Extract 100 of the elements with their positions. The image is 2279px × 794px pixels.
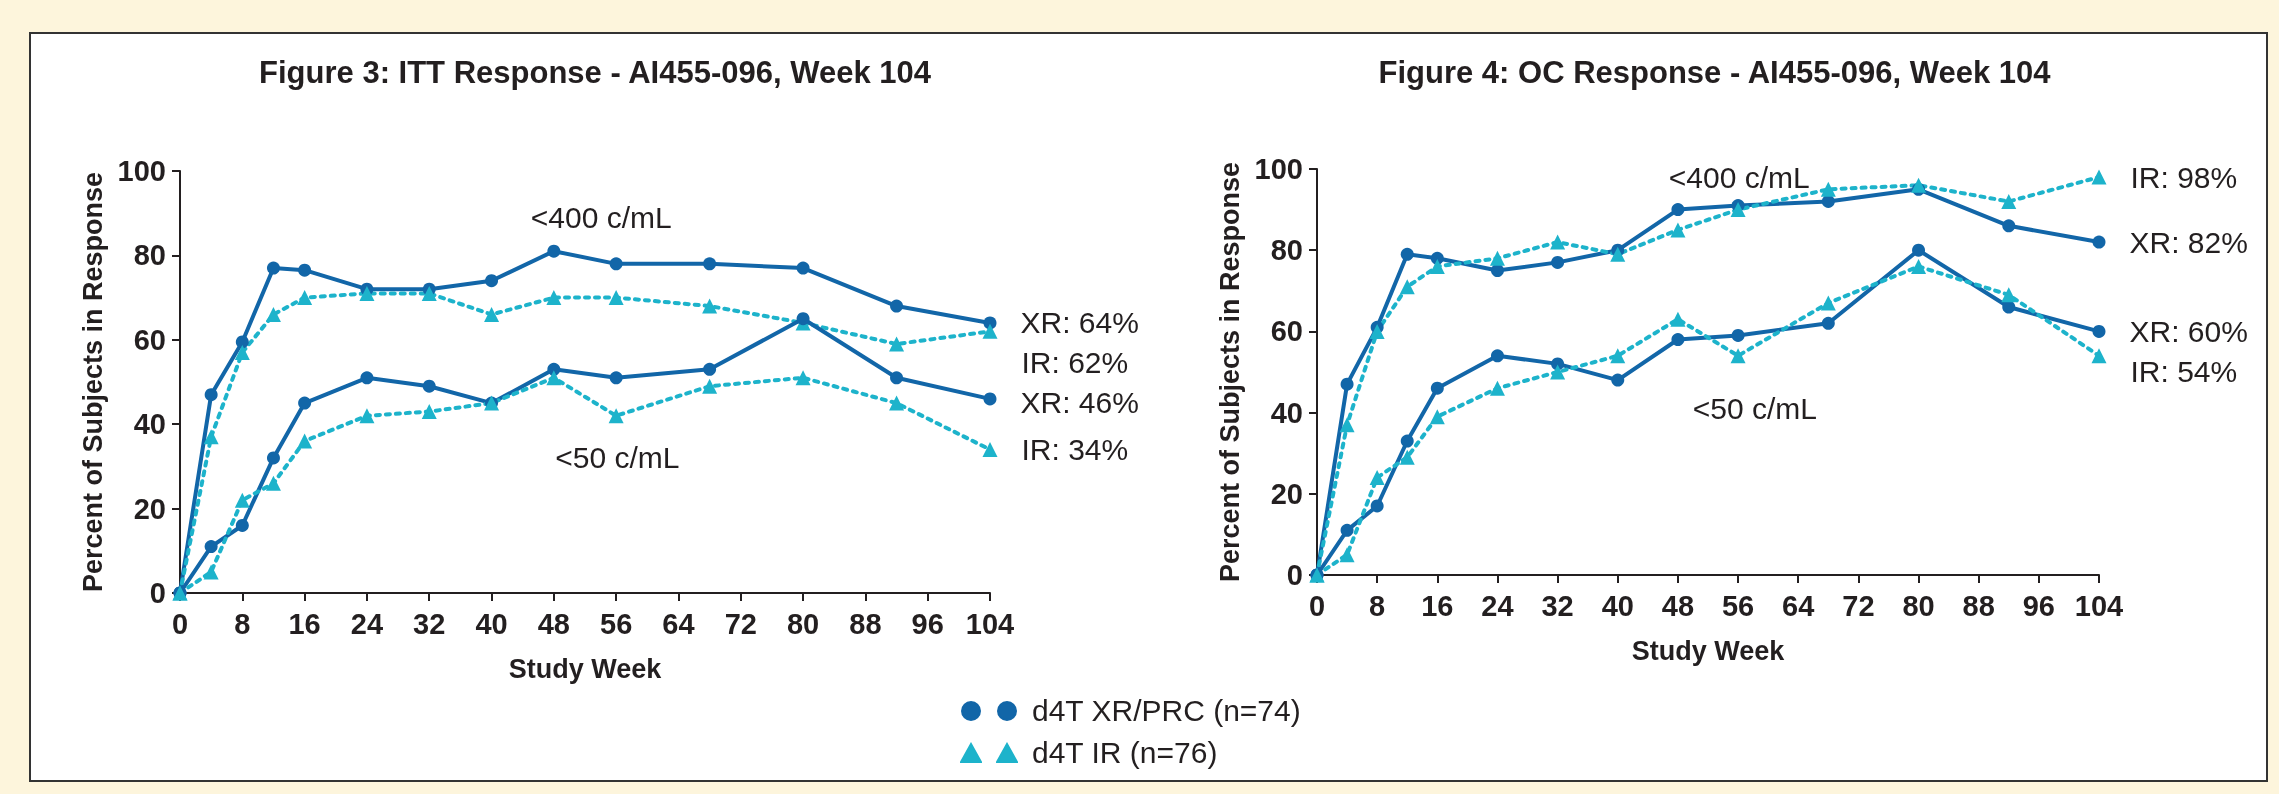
point: [1670, 222, 1686, 238]
data-label: IR: 98%: [2130, 160, 2238, 194]
point: [266, 261, 280, 275]
point: [1610, 348, 1626, 364]
point: [1550, 364, 1566, 380]
point: [204, 540, 218, 554]
x-tick-label: 8: [234, 607, 251, 640]
point: [1340, 377, 1354, 391]
point: [1399, 449, 1415, 465]
point: [485, 274, 499, 288]
y-tick-label: 20: [1270, 477, 1303, 510]
x-tick-label: 16: [288, 607, 321, 640]
point: [983, 392, 997, 406]
data-label: IR: 34%: [1021, 433, 1129, 467]
point: [609, 257, 623, 271]
point: [298, 263, 312, 277]
point: [1490, 349, 1504, 363]
y-tick-label: 40: [1270, 396, 1303, 429]
y-axis-title: Percent of Subjects in Response: [78, 171, 109, 593]
point: [360, 371, 374, 385]
annotation: <400 c/mL: [1668, 160, 1810, 194]
x-tick-label: 40: [1601, 589, 1634, 622]
point: [546, 370, 562, 386]
x-tick-label: 32: [1541, 589, 1574, 622]
x-tick-label: 64: [1782, 589, 1815, 622]
y-tick-label: 80: [133, 239, 166, 272]
point: [1912, 243, 1926, 257]
point: [1551, 255, 1565, 269]
point: [1611, 373, 1625, 387]
point: [609, 371, 623, 385]
data-label: XR: 60%: [2129, 314, 2248, 348]
x-tick-label: 80: [786, 607, 820, 640]
point: [359, 285, 375, 301]
point: [702, 298, 718, 314]
point: [1911, 258, 1927, 274]
point: [1550, 234, 1566, 250]
data-label: IR: 62%: [1021, 346, 1129, 380]
point: [1489, 250, 1505, 266]
x-tick-label: 104: [965, 607, 1015, 640]
point: [1730, 348, 1746, 364]
x-tick-label: 56: [1721, 589, 1755, 622]
point: [982, 323, 998, 339]
point: [889, 395, 905, 411]
point: [1400, 434, 1414, 448]
point: [703, 257, 717, 271]
point: [1671, 203, 1685, 217]
point: [1671, 333, 1685, 347]
point: [2002, 219, 2016, 233]
x-tick-label: 32: [413, 607, 446, 640]
point: [1339, 417, 1355, 433]
point: [1430, 381, 1444, 395]
point: [265, 306, 281, 322]
x-tick-label: 0: [171, 607, 189, 640]
point: [890, 299, 904, 313]
point: [298, 396, 312, 410]
point: [2001, 287, 2017, 303]
point: [796, 312, 810, 326]
annotation: <50 c/mL: [555, 441, 680, 475]
x-tick-label: 48: [537, 607, 570, 640]
point: [235, 335, 249, 349]
legend-label: d4T IR (n=76): [1032, 736, 1218, 770]
data-label: XR: 82%: [2129, 225, 2248, 259]
x-tick-label: 64: [662, 607, 695, 640]
point: [546, 290, 562, 306]
x-tick-label: 0: [1308, 589, 1326, 622]
point: [1370, 499, 1384, 513]
point: [1489, 380, 1505, 396]
x-tick-label: 24: [1481, 589, 1514, 622]
point: [2091, 348, 2107, 364]
point: [1670, 311, 1686, 327]
y-tick-label: 80: [1270, 234, 1303, 267]
point: [795, 370, 811, 386]
point: [982, 442, 998, 458]
annotation: <50 c/mL: [1692, 392, 1818, 426]
point: [266, 451, 280, 465]
x-tick-label: 88: [1962, 589, 1995, 622]
point: [1731, 328, 1745, 342]
y-tick-label: 40: [133, 408, 166, 441]
point: [1820, 181, 1836, 197]
point: [890, 371, 904, 385]
x-tick-label: 8: [1369, 589, 1386, 622]
legend-label: d4T XR/PRC (n=74): [1032, 694, 1301, 728]
point: [608, 290, 624, 306]
point: [1821, 316, 1835, 330]
point: [1340, 523, 1354, 537]
point: [204, 388, 218, 402]
point: [1369, 323, 1385, 339]
x-tick-label: 104: [2074, 589, 2124, 622]
x-tick-label: 72: [724, 607, 757, 640]
point: [1820, 295, 1836, 311]
y-tick-label: 0: [1286, 559, 1303, 591]
point: [1400, 247, 1414, 261]
x-tick-label: 88: [849, 607, 882, 640]
point: [422, 379, 436, 393]
point: [234, 492, 250, 508]
y-tick-label: 60: [133, 323, 166, 356]
x-tick-label: 40: [475, 607, 508, 640]
point: [421, 285, 437, 301]
annotation: <400 c/mL: [530, 200, 672, 234]
point: [796, 261, 810, 275]
